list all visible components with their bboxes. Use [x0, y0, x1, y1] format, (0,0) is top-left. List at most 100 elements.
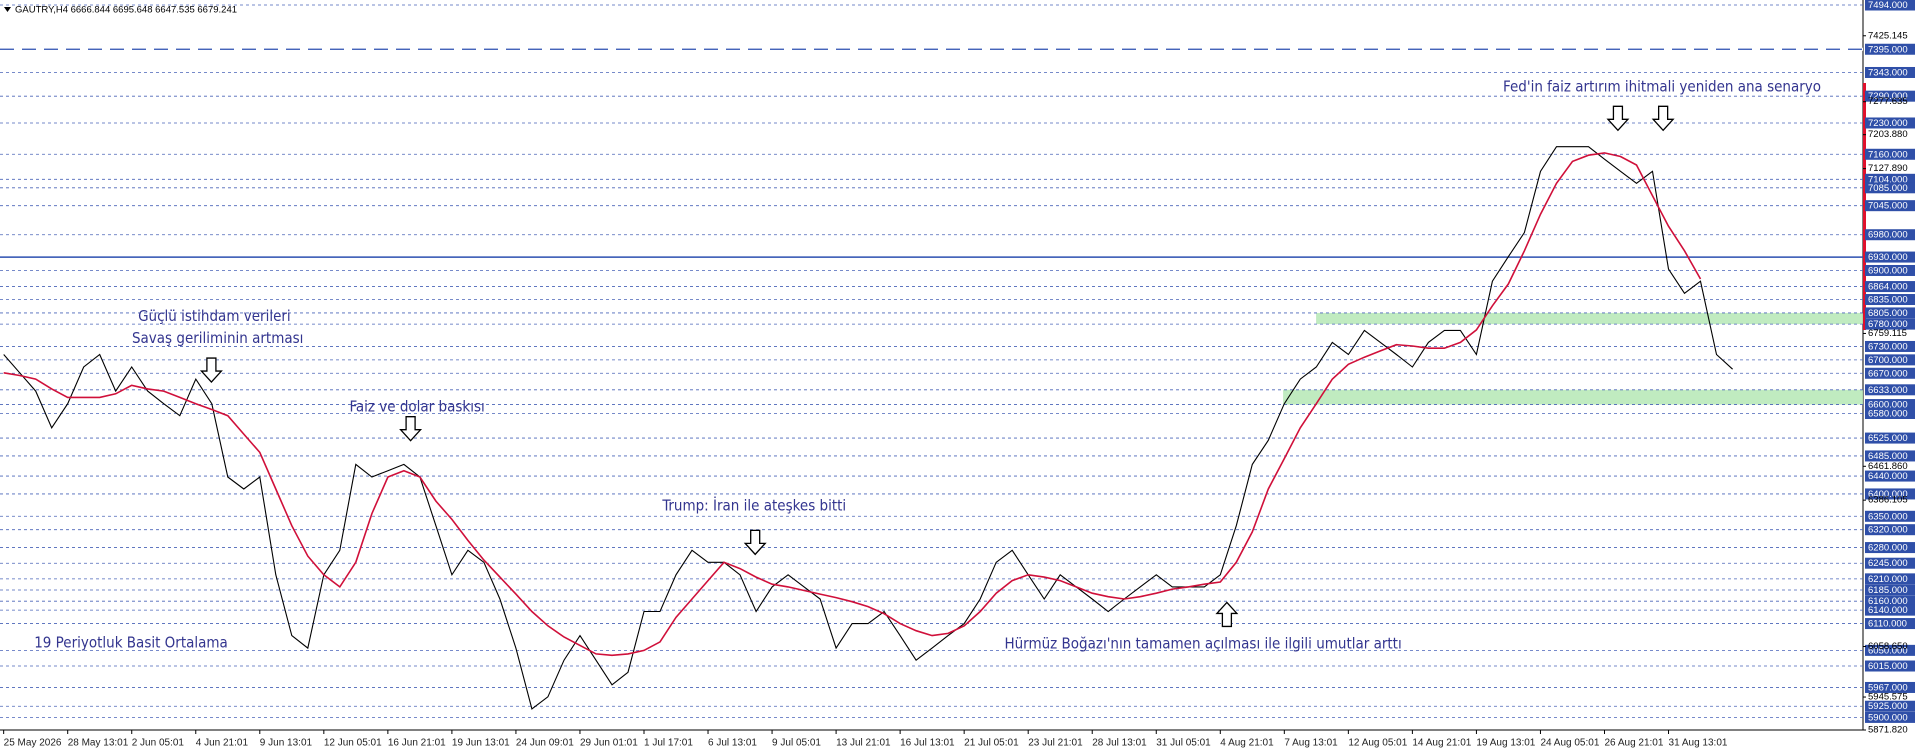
arrow	[1215, 601, 1239, 628]
level-label: 6930.000	[1868, 252, 1908, 263]
menu-arrow	[4, 7, 11, 12]
level-label: 6350.000	[1868, 511, 1908, 522]
level-label-box	[1865, 604, 1915, 616]
y-tick-label: 6759.115	[1868, 328, 1907, 339]
level-label: 7290.000	[1868, 91, 1908, 102]
level-label-box	[1865, 0, 1915, 11]
level-label: 6280.000	[1868, 543, 1908, 554]
annotation: Trump: İran ile ateşkes bitti	[661, 495, 846, 514]
y-tick-label: 5945.575	[1868, 692, 1908, 703]
level-label: 6110.000	[1868, 619, 1907, 630]
level-label-box	[1865, 90, 1915, 102]
level-label: 6780.000	[1868, 319, 1908, 330]
x-tick-label: 14 Aug 21:01	[1412, 738, 1471, 749]
arrow	[743, 529, 767, 556]
level-label: 6160.000	[1868, 596, 1908, 607]
x-tick-label: 21 Jul 05:01	[964, 738, 1019, 749]
level-label-box	[1865, 340, 1915, 352]
x-tick-label: 9 Jul 05:01	[772, 738, 821, 749]
level-label-box	[1865, 229, 1915, 241]
level-label-box	[1865, 711, 1915, 723]
y-tick-label: 7277.635	[1868, 96, 1908, 107]
x-tick-label: 4 Aug 21:01	[1220, 738, 1274, 749]
level-label-box	[1865, 384, 1915, 396]
level-label-box	[1865, 450, 1915, 462]
level-label-box	[1865, 542, 1915, 554]
x-tick-label: 12 Aug 05:01	[1348, 738, 1407, 749]
y-tick-label: 7127.890	[1868, 163, 1908, 174]
zone	[1283, 389, 1863, 405]
level-label: 6210.000	[1868, 574, 1908, 585]
series-label: 19 Periyotluk Basit Ortalama	[34, 633, 228, 651]
level-label: 6670.000	[1868, 368, 1908, 379]
level-label-box	[1865, 557, 1915, 569]
level-label: 6485.000	[1868, 451, 1908, 462]
x-tick-label: 4 Jun 21:01	[196, 738, 249, 749]
level-label-box	[1865, 43, 1915, 55]
x-tick-label: 29 Jun 01:01	[580, 738, 638, 749]
level-label: 6050.000	[1868, 645, 1908, 656]
x-tick-label: 6 Jul 13:01	[708, 738, 757, 749]
level-label-box	[1865, 182, 1915, 194]
zone	[1316, 312, 1863, 325]
x-tick-label: 12 Jun 05:01	[324, 738, 382, 749]
level-label: 6440.000	[1868, 471, 1908, 482]
x-tick-label: 7 Aug 13:01	[1284, 738, 1338, 749]
x-tick-label: 23 Jul 21:01	[1028, 738, 1083, 749]
annotation: Güçlü istihdam verileri	[138, 307, 291, 325]
level-label: 5900.000	[1868, 712, 1908, 723]
level-label: 6580.000	[1868, 409, 1908, 420]
y-tick-label: 6386.105	[1868, 495, 1908, 506]
x-tick-label: 31 Aug 13:01	[1669, 738, 1728, 749]
level-label: 6805.000	[1868, 308, 1908, 319]
level-label: 7494.000	[1868, 0, 1908, 11]
level-label: 6633.000	[1868, 385, 1908, 396]
chart-title: GAUTRY,H4 6666.844 6695.648 6647.535 667…	[15, 5, 237, 16]
level-label-box	[1865, 318, 1915, 330]
level-label-box	[1865, 294, 1915, 306]
level-label-box	[1865, 407, 1915, 419]
level-label: 7160.000	[1868, 149, 1908, 160]
level-label-box	[1865, 470, 1915, 482]
level-label: 6320.000	[1868, 525, 1908, 536]
level-label: 6140.000	[1868, 605, 1908, 616]
level-label-box	[1865, 595, 1915, 607]
x-tick-label: 13 Jul 21:01	[836, 738, 891, 749]
level-label-box	[1865, 573, 1915, 585]
y-tick-label: 7425.145	[1868, 30, 1908, 41]
level-label: 6600.000	[1868, 400, 1908, 411]
level-label-box	[1865, 488, 1915, 500]
level-label: 6980.000	[1868, 230, 1908, 241]
level-label: 6864.000	[1868, 282, 1908, 293]
x-tick-label: 16 Jun 21:01	[388, 738, 446, 749]
level-label: 6835.000	[1868, 295, 1908, 306]
range-bar	[1863, 83, 1866, 330]
level-label: 6730.000	[1868, 341, 1908, 352]
x-tick-label: 9 Jun 13:01	[260, 738, 313, 749]
arrow	[1606, 105, 1630, 132]
arrow	[1651, 105, 1675, 132]
arrow	[399, 416, 423, 442]
x-tick-label: 31 Jul 05:01	[1156, 738, 1211, 749]
level-label: 7230.000	[1868, 118, 1908, 129]
level-label: 6015.000	[1868, 661, 1908, 672]
level-label: 6700.000	[1868, 355, 1908, 366]
annotation: Hürmüz Boğazı'nın tamamen açılması ile i…	[1004, 634, 1401, 652]
x-tick-label: 24 Jun 09:01	[516, 738, 574, 749]
annotation: Fed'in faiz artırım ihitmali yeniden ana…	[1503, 77, 1821, 95]
level-label-box	[1865, 251, 1915, 263]
y-tick-label: 5871.820	[1868, 725, 1908, 736]
level-label: 6245.000	[1868, 558, 1908, 569]
moving-average-line	[3, 152, 1702, 657]
level-label: 7104.000	[1868, 174, 1908, 185]
level-label: 6400.000	[1868, 489, 1908, 500]
annotation: Savaş geriliminin artması	[132, 329, 303, 347]
level-label-box	[1865, 367, 1915, 379]
level-label: 7395.000	[1868, 44, 1908, 55]
y-tick-label: 6461.860	[1868, 461, 1908, 472]
level-label-box	[1865, 660, 1915, 672]
level-label-box	[1865, 354, 1915, 366]
x-tick-label: 1 Jul 17:01	[644, 738, 693, 749]
level-label-box	[1865, 510, 1915, 522]
